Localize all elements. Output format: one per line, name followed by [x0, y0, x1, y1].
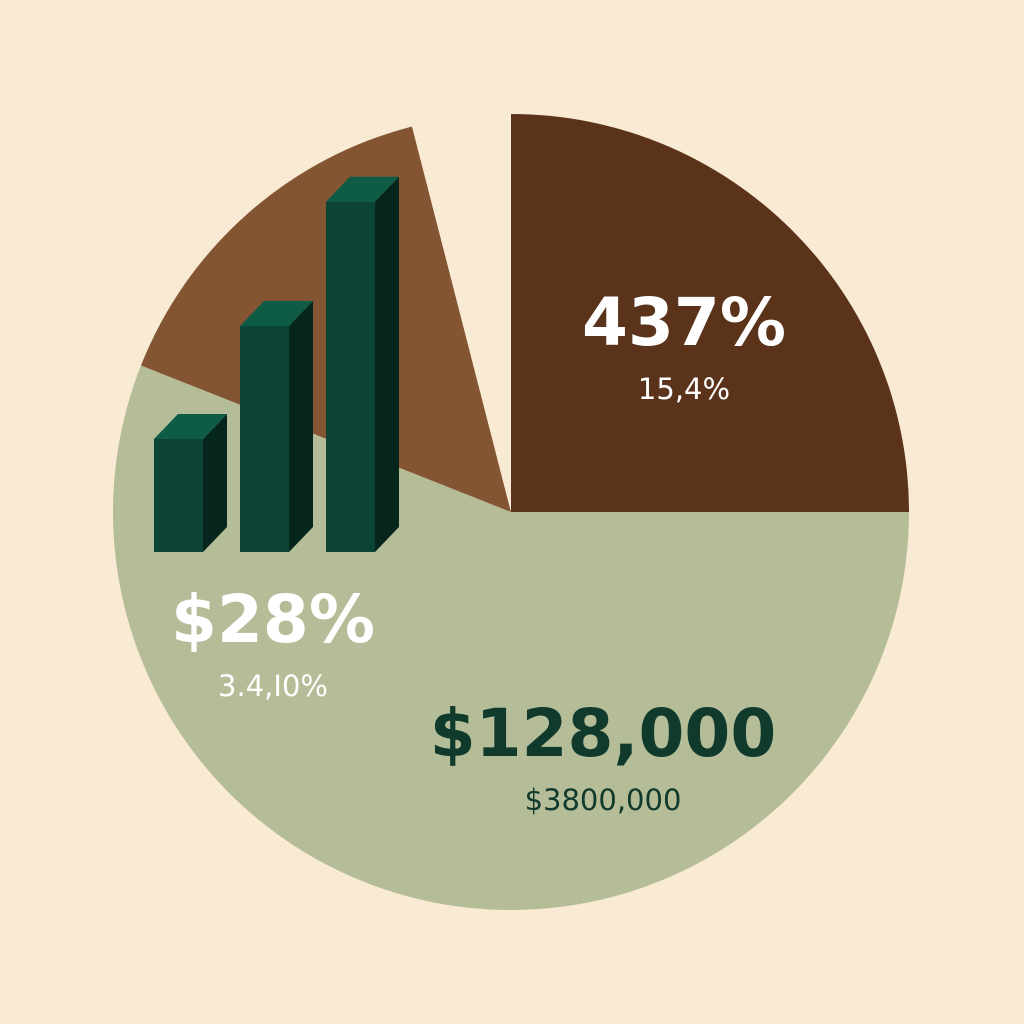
- bar-side: [289, 301, 313, 552]
- pie-labels: 437% 15,4% $128,000 $3800,000 $28% 3.4,I0%: [171, 284, 786, 817]
- slice-sub-label: 3.4,I0%: [218, 669, 328, 703]
- slice-value-label: $128,000: [430, 695, 777, 772]
- bar-side: [375, 176, 399, 552]
- bar-top: [154, 414, 227, 439]
- bar: [154, 414, 227, 552]
- bar-front: [326, 201, 375, 552]
- slice-value-label: 437%: [582, 284, 786, 361]
- bar-top: [326, 176, 399, 202]
- bar-chart: [154, 176, 399, 552]
- bar-top: [240, 301, 313, 326]
- bar: [240, 301, 313, 552]
- pie-slice: [140, 126, 511, 512]
- pie-slice: [511, 114, 909, 512]
- pie-slice: [412, 114, 511, 512]
- bar-front: [154, 439, 203, 552]
- slice-sub-label: 15,4%: [638, 372, 730, 406]
- bar-side: [203, 414, 227, 552]
- slice-sub-label: $3800,000: [525, 783, 682, 817]
- pie-chart: [112, 114, 909, 910]
- bar: [326, 176, 399, 552]
- slice-value-label: $28%: [171, 581, 375, 658]
- bar-front: [240, 326, 289, 552]
